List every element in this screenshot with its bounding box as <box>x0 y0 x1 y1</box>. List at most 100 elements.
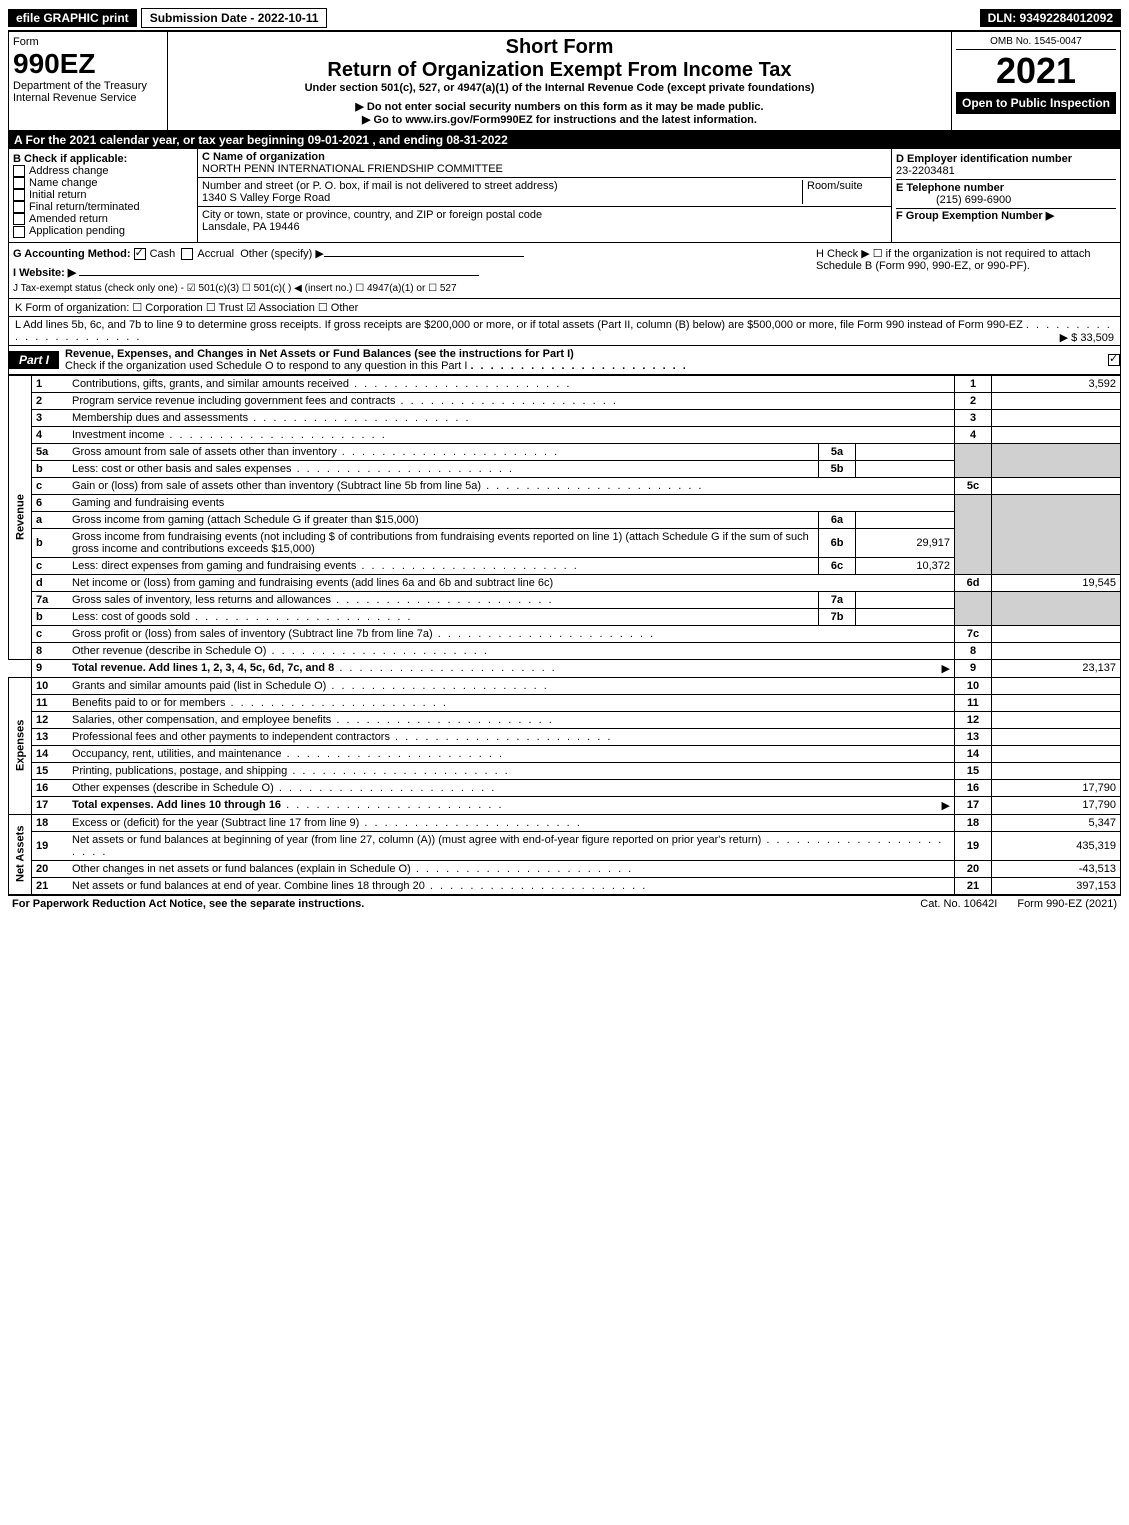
line-19-val: 435,319 <box>992 831 1121 860</box>
line-5c-no: c <box>32 477 69 494</box>
line-21-no: 21 <box>32 877 69 894</box>
check-accrual[interactable] <box>181 248 193 260</box>
line-12-val <box>992 711 1121 728</box>
line-6c-mno: 6c <box>819 557 856 574</box>
name-change-label: Name change <box>29 177 98 189</box>
section-bcdef: B Check if applicable: Address change Na… <box>8 149 1121 243</box>
line-6a-no: a <box>32 511 69 528</box>
line-18-no: 18 <box>32 814 69 831</box>
header-center: Short Form Return of Organization Exempt… <box>168 32 952 130</box>
line-6-desc: Gaming and fundraising events <box>68 494 955 511</box>
line-7a-no: 7a <box>32 591 69 608</box>
line-18-desc: Excess or (deficit) for the year (Subtra… <box>72 817 359 829</box>
part-i-title: Revenue, Expenses, and Changes in Net As… <box>65 348 574 360</box>
line-6b-no: b <box>32 528 69 557</box>
check-cash[interactable] <box>134 248 146 260</box>
dln: DLN: 93492284012092 <box>980 9 1121 27</box>
l-row: L Add lines 5b, 6c, and 7b to line 9 to … <box>8 317 1121 346</box>
line-18-rno: 18 <box>955 814 992 831</box>
line-19-no: 19 <box>32 831 69 860</box>
line-8-desc: Other revenue (describe in Schedule O) <box>72 645 266 657</box>
line-6b-mval: 29,917 <box>856 528 955 557</box>
line-6d-desc: Net income or (loss) from gaming and fun… <box>72 577 553 589</box>
line-21-val: 397,153 <box>992 877 1121 894</box>
c-name-label: C Name of organization <box>202 151 325 163</box>
line-7c-no: c <box>32 625 69 642</box>
check-schedule-o[interactable] <box>1108 354 1120 366</box>
line-4-no: 4 <box>32 426 69 443</box>
line-1-rno: 1 <box>955 375 992 392</box>
line-3-no: 3 <box>32 409 69 426</box>
short-form-title: Short Form <box>172 36 947 59</box>
shade-5-val <box>992 443 1121 477</box>
street-label: Number and street (or P. O. box, if mail… <box>202 180 558 192</box>
line-3-val <box>992 409 1121 426</box>
line-16-rno: 16 <box>955 779 992 796</box>
check-initial-return[interactable] <box>13 189 25 201</box>
no-ssn: ▶ Do not enter social security numbers o… <box>172 100 947 113</box>
org-name: NORTH PENN INTERNATIONAL FRIENDSHIP COMM… <box>202 163 503 175</box>
check-amended-return[interactable] <box>13 213 25 225</box>
line-6c-no: c <box>32 557 69 574</box>
line-6b-desc: Gross income from fundraising events (no… <box>72 531 809 555</box>
line-7c-val <box>992 625 1121 642</box>
shade-6 <box>955 494 992 574</box>
line-7c-rno: 7c <box>955 625 992 642</box>
line-12-no: 12 <box>32 711 69 728</box>
line-6-no: 6 <box>32 494 69 511</box>
line-6c-mval: 10,372 <box>856 557 955 574</box>
line-8-no: 8 <box>32 642 69 659</box>
shade-7 <box>955 591 992 625</box>
header-left: Form 990EZ Department of the Treasury In… <box>9 32 168 130</box>
line-7b-desc: Less: cost of goods sold <box>72 611 190 623</box>
city-label: City or town, state or province, country… <box>202 209 542 221</box>
line-5c-desc: Gain or (loss) from sale of assets other… <box>72 480 481 492</box>
initial-return-label: Initial return <box>29 189 86 201</box>
k-row: K Form of organization: ☐ Corporation ☐ … <box>8 299 1121 317</box>
check-app-pending[interactable] <box>13 226 25 238</box>
line-10-val <box>992 677 1121 694</box>
tel-value: (215) 699-6900 <box>896 194 1011 206</box>
part-i-dots <box>470 360 687 372</box>
line-2-val <box>992 392 1121 409</box>
form-number: 990EZ <box>13 48 163 80</box>
line-18-val: 5,347 <box>992 814 1121 831</box>
app-pending-label: Application pending <box>29 225 125 237</box>
form-header: Form 990EZ Department of the Treasury In… <box>8 32 1121 131</box>
line-10-desc: Grants and similar amounts paid (list in… <box>72 680 326 692</box>
line-9-val: 23,137 <box>992 659 1121 677</box>
shade-7-val <box>992 591 1121 625</box>
irs-label: Internal Revenue Service <box>13 92 163 104</box>
l-amount: ▶ $ 33,509 <box>1060 331 1114 344</box>
line-7a-desc: Gross sales of inventory, less returns a… <box>72 594 331 606</box>
line-9-rno: 9 <box>955 659 992 677</box>
line-11-desc: Benefits paid to or for members <box>72 697 225 709</box>
main-title: Return of Organization Exempt From Incom… <box>172 59 947 82</box>
line-17-desc: Total expenses. Add lines 10 through 16 <box>72 799 281 811</box>
line-14-val <box>992 745 1121 762</box>
check-final-return[interactable] <box>13 201 25 213</box>
line-20-desc: Other changes in net assets or fund bala… <box>72 863 411 875</box>
line-6d-no: d <box>32 574 69 591</box>
line-5b-no: b <box>32 460 69 477</box>
part-i-check: Check if the organization used Schedule … <box>65 360 467 372</box>
go-to: ▶ Go to www.irs.gov/Form990EZ for instru… <box>172 113 947 126</box>
room-suite-label: Room/suite <box>803 180 887 204</box>
line-1-no: 1 <box>32 375 69 392</box>
dept-label: Department of the Treasury <box>13 80 163 92</box>
line-5c-val <box>992 477 1121 494</box>
line-13-val <box>992 728 1121 745</box>
line-20-no: 20 <box>32 860 69 877</box>
footer-left: For Paperwork Reduction Act Notice, see … <box>12 898 900 910</box>
h-row: H Check ▶ ☐ if the organization is not r… <box>808 247 1116 294</box>
check-name-change[interactable] <box>13 177 25 189</box>
check-address-change[interactable] <box>13 165 25 177</box>
line-1-desc: Contributions, gifts, grants, and simila… <box>72 378 349 390</box>
footer: For Paperwork Reduction Act Notice, see … <box>8 895 1121 912</box>
row-a: A For the 2021 calendar year, or tax yea… <box>8 131 1121 149</box>
line-9-no: 9 <box>32 659 69 677</box>
line-15-val <box>992 762 1121 779</box>
line-11-rno: 11 <box>955 694 992 711</box>
line-8-val <box>992 642 1121 659</box>
city-value: Lansdale, PA 19446 <box>202 221 300 233</box>
